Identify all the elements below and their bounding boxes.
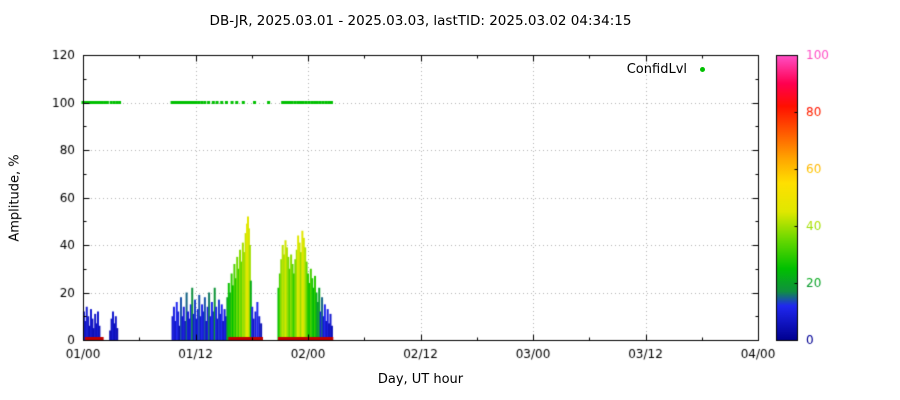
legend-green-dot-icon xyxy=(700,66,705,72)
x-axis-label: Day, UT hour xyxy=(377,372,464,387)
legend-confidlvl-label: ConfidLvl xyxy=(626,61,687,77)
legend: ConfidLvl xyxy=(555,61,705,77)
y-axis-label: Amplitude, % xyxy=(7,154,23,242)
chart-title: DB-JR, 2025.03.01 - 2025.03.03, lastTID:… xyxy=(209,13,632,29)
